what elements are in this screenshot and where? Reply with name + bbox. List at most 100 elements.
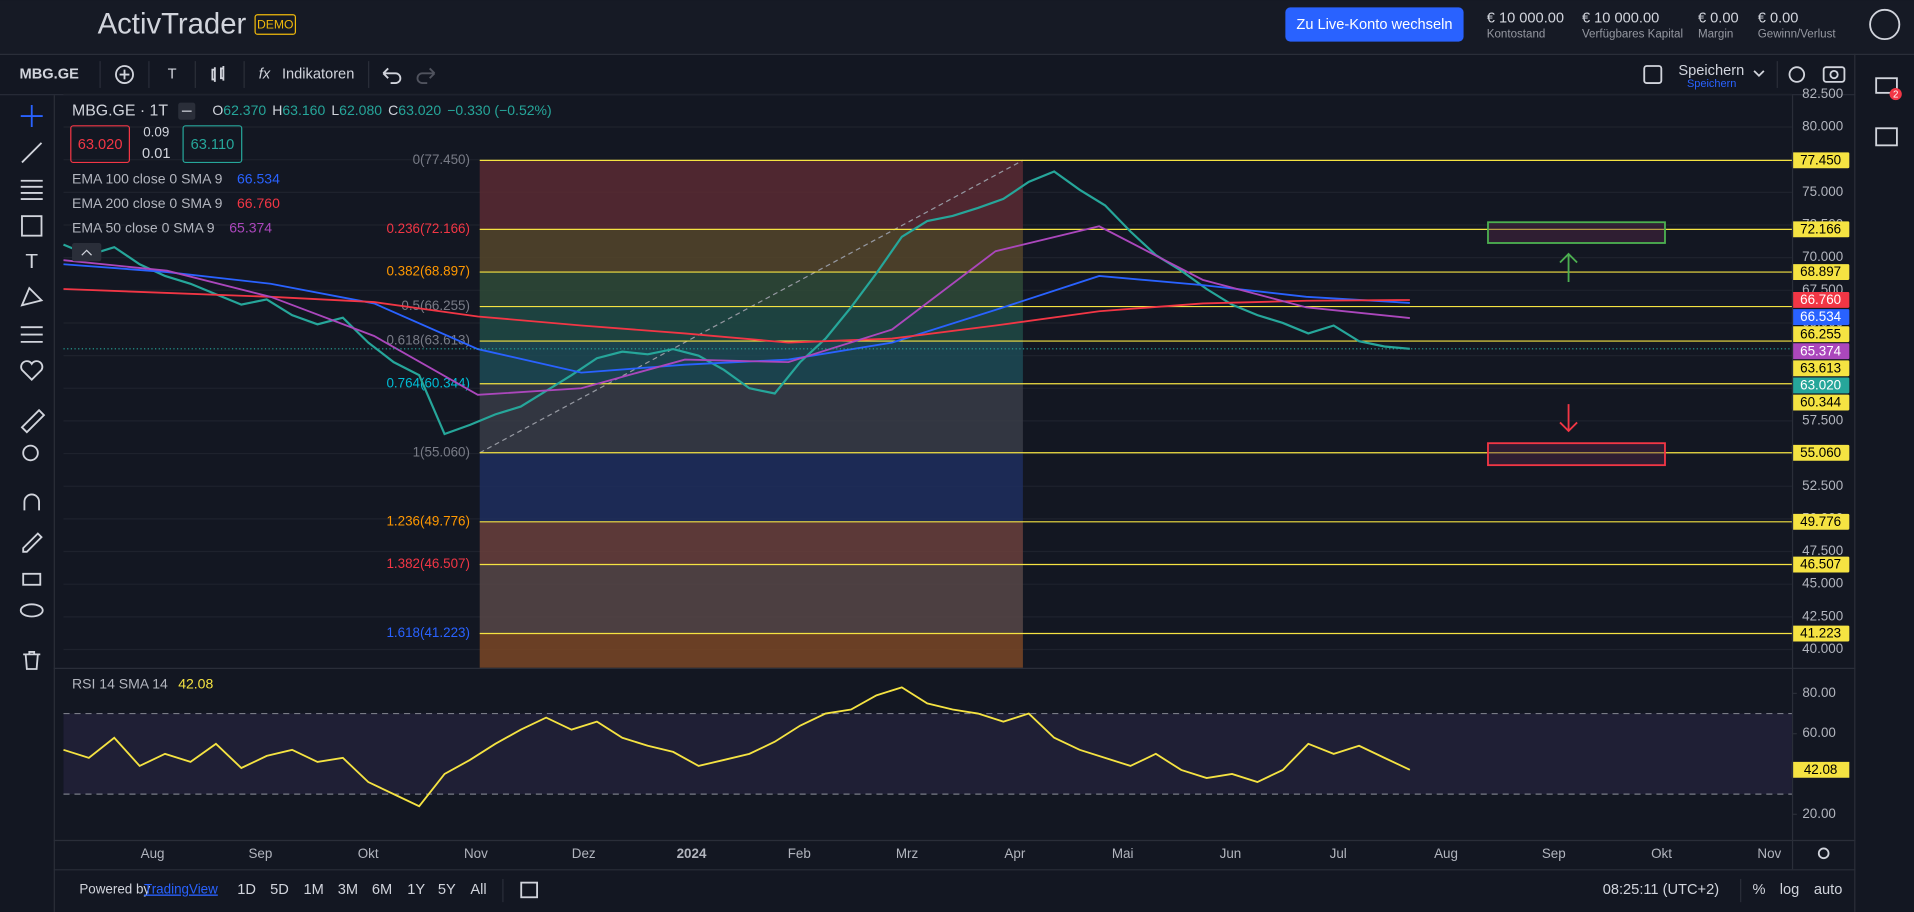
sell-box[interactable] — [70, 125, 131, 164]
news[interactable] — [1875, 127, 1898, 147]
account-value: € 10 000.00 — [1582, 10, 1659, 26]
price-tag-label: 41.223 — [1800, 626, 1841, 641]
range-button[interactable]: 5D — [270, 882, 289, 898]
redo[interactable] — [416, 67, 436, 85]
save-menu[interactable] — [1753, 70, 1765, 78]
screenshot[interactable] — [1822, 66, 1846, 83]
y-tick-label: 47.500 — [1802, 543, 1843, 558]
fib-label: 1(55.060) — [413, 444, 470, 459]
crosshair-tool[interactable] — [20, 105, 43, 128]
chart-type[interactable] — [211, 65, 225, 82]
pattern-tool[interactable] — [20, 286, 44, 307]
shape-tool[interactable] — [21, 215, 43, 237]
range-button[interactable]: 1D — [237, 882, 256, 898]
range-button[interactable]: 1Y — [407, 882, 425, 898]
change: −0.330 (−0.52%) — [447, 102, 551, 118]
price-tag — [1791, 221, 1850, 238]
avatar[interactable] — [1869, 8, 1901, 41]
auto-toggle[interactable]: auto — [1814, 882, 1842, 898]
x-tick-label: Mai — [1112, 846, 1134, 861]
percent-toggle[interactable]: % — [1752, 882, 1765, 898]
indicator-legend: EMA 200 close 0 SMA 9 66.760 — [72, 195, 280, 211]
price-tag — [1791, 343, 1850, 360]
draw-mode-tool[interactable] — [22, 532, 43, 553]
price-tag — [1791, 360, 1850, 377]
delete-tool[interactable] — [23, 651, 41, 670]
y-tick-label: 80.00 — [1802, 685, 1836, 700]
fib-label: 0.382(68.897) — [386, 264, 469, 279]
fib-zone — [479, 452, 1023, 522]
messages[interactable] — [1875, 77, 1898, 94]
symbol[interactable]: MBG.GE — [20, 66, 80, 82]
settings[interactable] — [1788, 66, 1806, 83]
prediction-tool[interactable] — [20, 326, 43, 343]
price-tag-label: 60.344 — [1800, 395, 1842, 410]
account-label: Kontostand — [1487, 28, 1546, 40]
price-line — [63, 170, 1410, 436]
save-status: Speichern — [1687, 78, 1736, 90]
legend-toggle-icon — [81, 249, 92, 256]
y-tick-label: 40.000 — [1802, 641, 1843, 656]
price-tag-label: 63.613 — [1800, 360, 1841, 375]
add-symbol[interactable] — [115, 65, 134, 85]
indicators-button[interactable]: Indikatoren — [282, 66, 354, 82]
fib-label: 0.236(72.166) — [386, 221, 469, 236]
y-tick-label: 42.500 — [1802, 608, 1843, 623]
indicator-value: 65.374 — [229, 219, 272, 235]
y-tick-label: 52.500 — [1802, 478, 1843, 493]
measure-tool[interactable] — [20, 408, 46, 434]
visibility-tool[interactable] — [19, 603, 44, 618]
buy-box[interactable] — [182, 125, 243, 164]
notification-badge — [1889, 87, 1902, 101]
undo[interactable] — [382, 67, 402, 85]
live-button[interactable] — [1285, 7, 1464, 42]
y-tick-label: 70.000 — [1802, 249, 1843, 264]
bottom-bar: Powered by TradingView 08:25:11 (UTC+2) … — [79, 878, 1842, 903]
fib-tool[interactable] — [20, 179, 43, 200]
range-button[interactable]: 6M — [372, 882, 392, 898]
legend-toggle[interactable] — [72, 242, 102, 262]
text-tool[interactable]: T — [25, 250, 38, 273]
down-arrow — [1559, 404, 1578, 433]
range-button[interactable]: 3M — [338, 882, 358, 898]
range-button[interactable]: All — [470, 882, 486, 898]
y-tick-label: 20.00 — [1802, 806, 1836, 821]
price-tag — [1791, 625, 1850, 642]
x-tick-label: Nov — [1757, 846, 1781, 861]
zoom-tool[interactable] — [22, 444, 39, 462]
range-button[interactable]: 5Y — [438, 882, 456, 898]
drawing-tools: T — [19, 105, 46, 670]
range-button[interactable]: 1M — [304, 882, 324, 898]
x-tick-label: Aug — [1434, 846, 1458, 861]
ohlc-value: 63.160 — [282, 102, 325, 118]
indicator-legend: EMA 100 close 0 SMA 9 66.534 — [72, 170, 280, 186]
favorites-tool[interactable] — [20, 360, 44, 382]
magnet-tool[interactable] — [23, 493, 40, 511]
ema-line — [63, 225, 1410, 396]
x-tick-label: Jun — [1220, 846, 1242, 861]
account-label: Gewinn/Verlust — [1758, 28, 1837, 40]
axis-settings[interactable] — [1817, 847, 1830, 860]
price-tag-label: 55.060 — [1800, 445, 1841, 460]
provider-link[interactable]: TradingView — [144, 881, 218, 896]
lock-tool[interactable] — [22, 572, 42, 586]
price-tag-label: 65.374 — [1800, 343, 1842, 358]
live-button-label[interactable]: Zu Live-Konto wechseln — [1296, 17, 1452, 33]
date-range[interactable] — [520, 881, 539, 899]
account-label: Verfügbares Kapital — [1582, 28, 1683, 40]
price-tag-label: 63.020 — [1800, 378, 1841, 393]
indicator-value: 66.760 — [237, 195, 280, 211]
account-label: Margin — [1698, 28, 1733, 40]
checkbox[interactable] — [1643, 65, 1663, 85]
x-tick-label: Sep — [1542, 846, 1566, 861]
x-tick-label: Sep — [248, 846, 272, 861]
header — [0, 0, 1914, 54]
trendline-tool[interactable] — [21, 142, 43, 164]
fib-label: 0(77.450) — [413, 152, 470, 167]
save-button[interactable]: Speichern — [1678, 63, 1744, 79]
interval-button[interactable]: T — [168, 66, 177, 82]
log-toggle[interactable]: log — [1780, 882, 1800, 898]
badge-frame — [254, 14, 297, 35]
rsi-pane: 20.00 60.00 80.00 RSI 14 SMA 14 42.08 42.08 — [63, 676, 1850, 821]
indicator-name: EMA 200 close 0 SMA 9 — [72, 195, 223, 211]
